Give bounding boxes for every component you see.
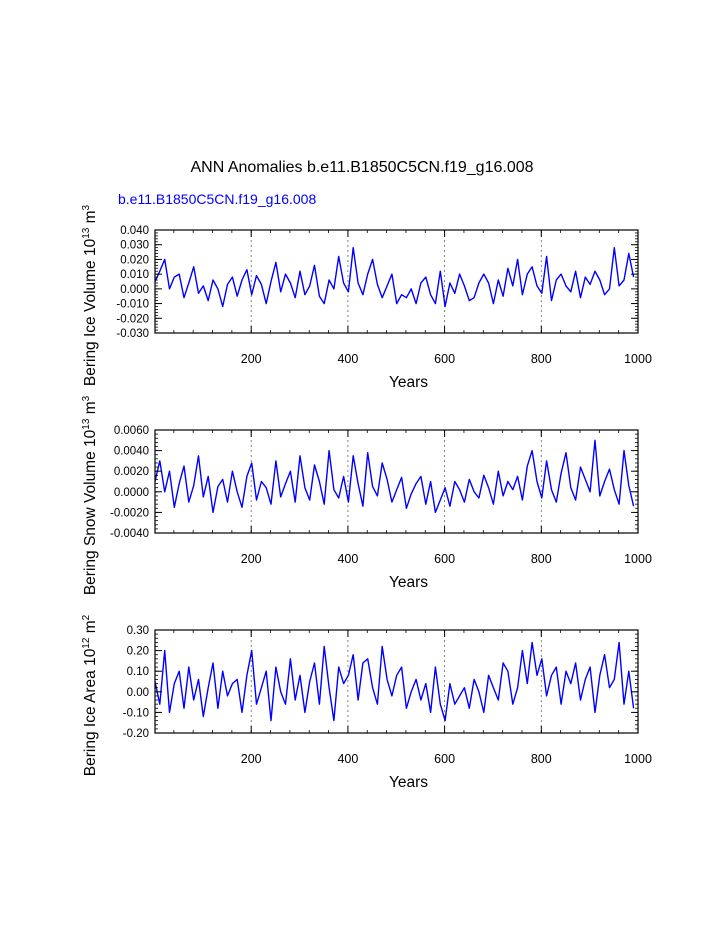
ice-volume-plot-frame (154, 229, 639, 334)
ice-volume-y-tick-label: -0.020 (116, 313, 149, 325)
ice-volume-x-tick-label: 200 (241, 352, 262, 366)
ice-volume-y-tick-label: 0.020 (120, 254, 149, 266)
snow-volume-x-axis-label: Years (389, 574, 428, 591)
ice-volume-y-tick-label: 0.040 (120, 225, 149, 237)
ice-volume-x-tick-label: 400 (337, 352, 358, 366)
ice-volume-series-line (154, 247, 635, 308)
ice-volume-panel: -0.030 -0.020 -0.010 0.000 0.010 0.020 0.030 0.… (81, 204, 652, 391)
snow-volume-y-axis-label: Bering Snow Volume 1013 m3 (81, 395, 99, 595)
snow-volume-y-tick-label: 0.0040 (114, 446, 149, 458)
snow-volume-x-tick-label: 200 (241, 552, 262, 566)
ice-area-y-tick-label: 0.30 (127, 625, 149, 637)
ice-volume-x-tick-label: 800 (531, 352, 552, 366)
ice-volume-x-tick-label: 1000 (624, 352, 652, 366)
snow-volume-x-tick-label: 600 (434, 552, 455, 566)
ice-volume-x-axis-label: Years (389, 374, 428, 391)
ice-area-y-tick-label: -0.20 (123, 728, 149, 740)
ice-area-x-tick-label: 1000 (624, 752, 652, 766)
ice-volume-y-tick-label: 0.030 (120, 240, 149, 252)
snow-volume-panel: -0.0040 -0.0020 0.0000 0.0020 0.0040 0.0060 20… (81, 395, 652, 595)
ice-volume-y-tick-label: 0.010 (120, 269, 149, 281)
ice-volume-y-tick-label: -0.010 (116, 299, 149, 311)
snow-volume-y-tick-label: -0.0020 (110, 507, 149, 519)
snow-volume-y-tick-label: 0.0060 (114, 425, 149, 437)
ice-volume-y-tick-label: -0.030 (116, 328, 149, 340)
snow-volume-x-tick-label: 400 (337, 552, 358, 566)
snow-volume-plot-frame (154, 429, 639, 534)
snow-volume-y-tick-label: -0.0040 (110, 528, 149, 540)
snow-volume-series-line (154, 439, 635, 514)
ice-area-x-axis-label: Years (389, 774, 428, 791)
snow-volume-y-tick-label: 0.0000 (114, 487, 149, 499)
ice-area-y-tick-label: -0.10 (123, 707, 149, 719)
ice-area-x-tick-label: 800 (531, 752, 552, 766)
ice-area-x-tick-label: 200 (241, 752, 262, 766)
ice-area-y-tick-label: 0.10 (127, 666, 149, 678)
ice-area-y-tick-label: 0.20 (127, 646, 149, 658)
ice-area-panel: -0.20 -0.10 0.00 0.10 0.20 0.30 200 400 600 800 10… (81, 614, 652, 791)
ice-volume-y-tick-label: 0.000 (120, 284, 149, 296)
ice-area-series-line (154, 641, 635, 722)
ice-area-plot-frame (154, 629, 639, 734)
ice-area-x-tick-label: 400 (337, 752, 358, 766)
figure-title: ANN Anomalies b.e11.B1850C5CN.f19_g16.00… (190, 159, 533, 176)
snow-volume-x-tick-label: 1000 (624, 552, 652, 566)
ice-area-x-tick-label: 600 (434, 752, 455, 766)
snow-volume-x-tick-label: 800 (531, 552, 552, 566)
ice-area-y-axis-label: Bering Ice Area 1012 m2 (81, 614, 99, 776)
snow-volume-y-tick-label: 0.0020 (114, 466, 149, 478)
figure-subtitle: b.e11.B1850C5CN.f19_g16.008 (118, 191, 316, 207)
ice-volume-x-tick-label: 600 (434, 352, 455, 366)
ice-volume-y-axis-label: Bering Ice Volume 1013 m3 (81, 204, 99, 386)
ice-area-y-tick-label: 0.00 (127, 687, 149, 699)
